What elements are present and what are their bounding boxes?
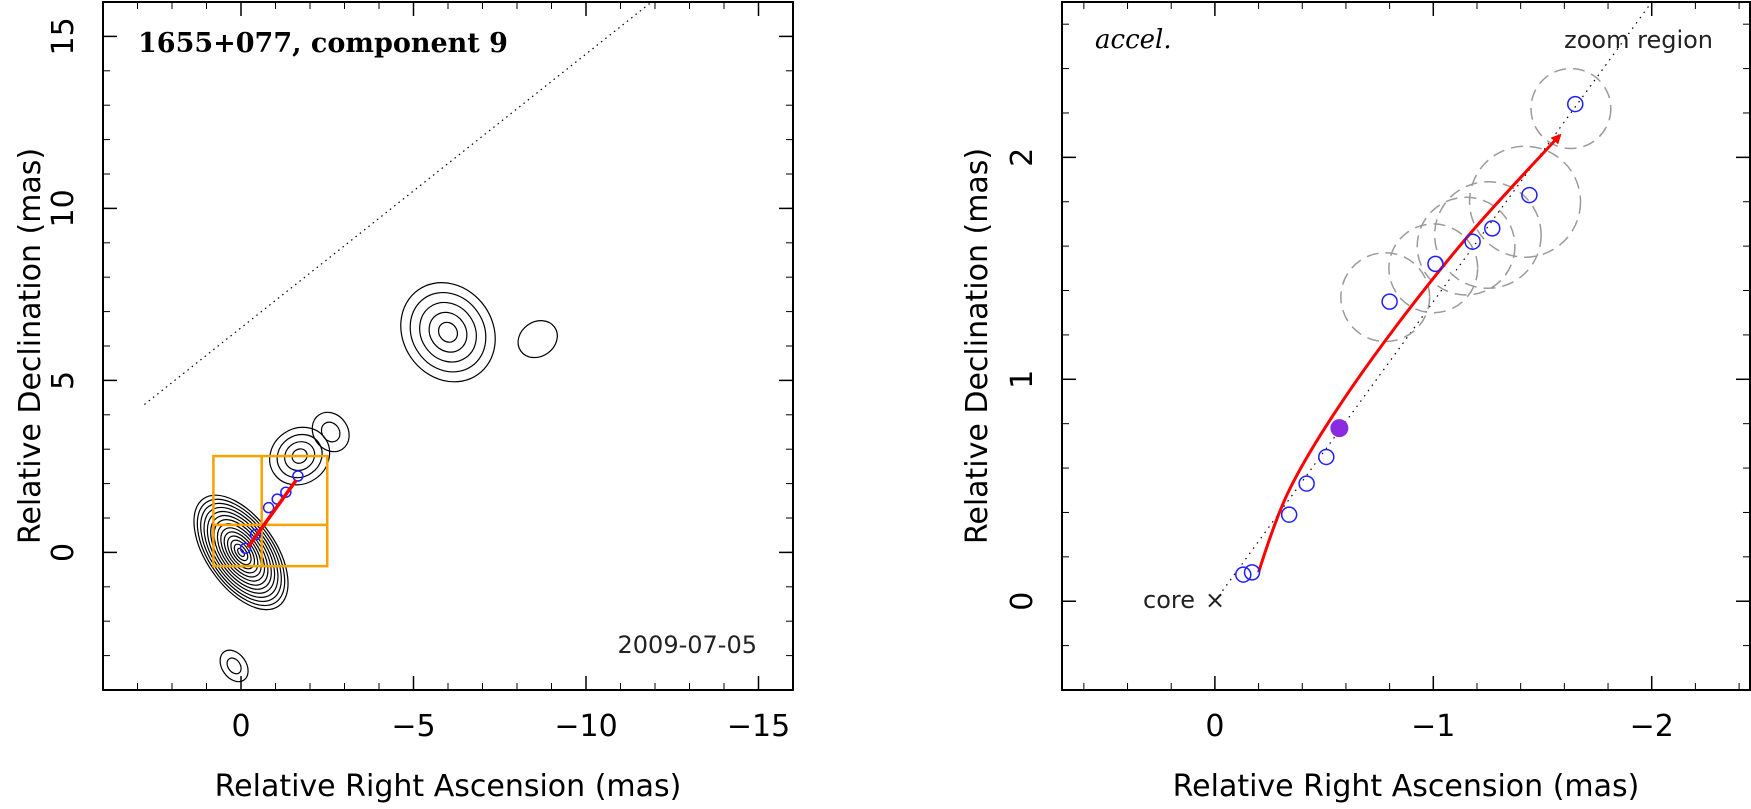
x-tick-label: 0 — [231, 709, 250, 744]
component-marker — [1484, 220, 1501, 237]
right-jet-axis — [1214, 2, 1653, 602]
contour-line — [206, 510, 276, 594]
x-tick-label: −15 — [727, 709, 790, 744]
component-marker — [1381, 293, 1398, 310]
contour-line — [230, 539, 252, 566]
left-plot-frame — [102, 1, 794, 691]
contour-line — [428, 311, 468, 353]
core-cross-icon: × — [1205, 586, 1225, 614]
right-ylabel: Relative Declination (mas) — [960, 148, 995, 544]
x-tick-label: 0 — [1205, 709, 1224, 744]
core-label: core — [1143, 586, 1195, 614]
uncertainty-circle — [1388, 223, 1479, 314]
component-marker — [1298, 475, 1315, 492]
contour-line — [419, 301, 477, 363]
right-accel-label: accel. — [1095, 25, 1172, 55]
y-tick-label: 10 — [46, 189, 81, 227]
y-tick-label: 5 — [46, 371, 81, 390]
contour-line — [196, 498, 286, 607]
contour-line — [409, 291, 487, 373]
y-tick-label: 0 — [46, 543, 81, 562]
left-ticks: 0 −5 −10 −15 0 5 10 15 — [46, 1, 794, 744]
component-marker — [292, 470, 304, 482]
contour-line — [220, 527, 262, 578]
right-xlabel: Relative Right Ascension (mas) — [1173, 769, 1640, 804]
contour-line — [203, 506, 279, 598]
left-xlabel: Relative Right Ascension (mas) — [215, 769, 682, 804]
left-marks — [239, 470, 304, 555]
contour-line — [193, 494, 289, 611]
uncertainty-circle — [1468, 145, 1582, 258]
component-marker — [262, 501, 275, 514]
contour-line — [517, 320, 558, 359]
right-zoom-label: zoom region — [1564, 26, 1713, 54]
contour-line — [400, 282, 496, 383]
uncertainty-circle — [1530, 67, 1612, 150]
contour-line — [233, 543, 249, 562]
contour-line — [320, 421, 341, 443]
core-marker: core × — [1143, 586, 1225, 614]
right-plot-frame — [1061, 1, 1751, 691]
left-panel: 0 −5 −10 −15 0 5 10 15 1655+077, component 9 20… — [13, 1, 794, 804]
x-tick-label: −10 — [554, 709, 617, 744]
y-tick-label: 0 — [1005, 592, 1040, 611]
right-ticks: 0 −1 −2 0 1 2 — [1005, 2, 1750, 744]
left-jet-axis — [144, 2, 652, 405]
right-marks — [1235, 95, 1584, 583]
contour-line — [291, 448, 308, 464]
y-tick-label: 1 — [1005, 370, 1040, 389]
left-title: 1655+077, component 9 — [138, 28, 508, 59]
track-arrow — [246, 479, 298, 549]
contour-line — [276, 433, 323, 479]
left-zoom-grid — [212, 454, 329, 568]
jet-axis-line — [1214, 2, 1653, 602]
uncertainty-circle — [1433, 181, 1542, 290]
component-marker — [1521, 186, 1538, 204]
component-marker — [1280, 506, 1298, 523]
zoom-box — [212, 454, 329, 568]
contour-line — [200, 502, 282, 603]
x-tick-label: −1 — [1411, 709, 1455, 744]
contour-line — [437, 321, 459, 343]
right-panel: 0 −1 −2 0 1 2 accel. zoom region core × Relat… — [960, 1, 1751, 804]
contour-line — [213, 519, 269, 586]
track-arrow — [1257, 133, 1562, 573]
current-position-marker — [1330, 419, 1349, 438]
contour-line — [237, 547, 245, 558]
left-date: 2009-07-05 — [618, 631, 757, 659]
component-marker — [1567, 95, 1584, 113]
uncertainty-circle — [1340, 252, 1431, 343]
right-uncertainty-circles — [1340, 67, 1612, 343]
component-marker — [239, 542, 252, 555]
contour-line — [284, 441, 316, 472]
left-ylabel: Relative Declination (mas) — [13, 148, 48, 544]
component-marker — [1243, 564, 1261, 581]
component-marker — [1235, 566, 1252, 583]
component-marker — [1427, 255, 1444, 273]
component-marker — [1464, 233, 1481, 250]
y-tick-label: 15 — [46, 17, 81, 55]
jet-axis-line — [144, 2, 652, 405]
contour-line — [219, 649, 249, 683]
x-tick-label: −2 — [1630, 709, 1674, 744]
y-tick-label: 2 — [1005, 148, 1040, 167]
uncertainty-circle — [1416, 196, 1516, 296]
x-tick-label: −5 — [391, 709, 435, 744]
contour-line — [210, 515, 272, 590]
contour-line — [311, 411, 350, 453]
contour-line — [226, 657, 242, 675]
left-contour-map — [193, 282, 558, 683]
component-marker — [1318, 448, 1335, 466]
